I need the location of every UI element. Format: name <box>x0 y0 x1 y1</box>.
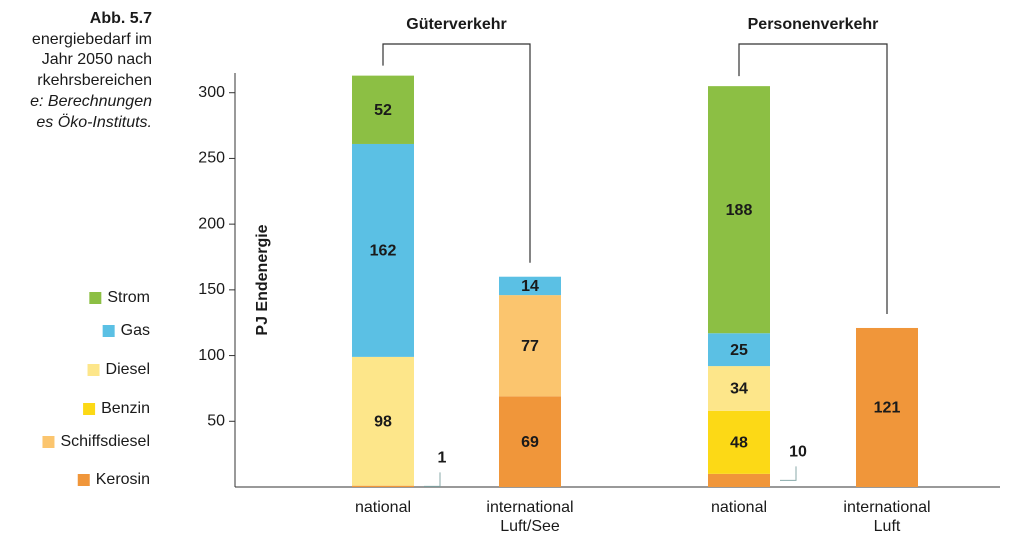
data-label: 48 <box>730 435 748 452</box>
x-tick-label: national <box>711 499 767 516</box>
legend-swatch <box>102 325 115 337</box>
y-tick-label: 50 <box>207 413 225 430</box>
bar-segment <box>499 295 561 397</box>
x-tick-label: international Luft <box>843 499 930 535</box>
x-tick-label: international Luft/See <box>486 499 573 535</box>
bar-segment <box>499 396 561 487</box>
bar-segment <box>499 276 561 296</box>
data-label: 10 <box>789 444 807 461</box>
data-label: 188 <box>726 202 753 219</box>
y-tick-label: 250 <box>198 150 225 167</box>
y-axis-label: PJ Endenergie <box>254 224 271 335</box>
group-label: Güterverkehr <box>406 16 507 33</box>
bar-segment <box>352 485 414 487</box>
data-label: 69 <box>521 434 539 451</box>
data-label: 14 <box>521 278 539 295</box>
y-tick-label: 200 <box>198 215 225 232</box>
group-bracket <box>382 43 531 263</box>
leader-line <box>780 466 797 481</box>
group-bracket <box>738 43 888 314</box>
bar-segment <box>352 75 414 144</box>
bar-segment <box>708 86 770 334</box>
caption-source: es Öko-Instituts. <box>36 113 152 131</box>
data-label: 25 <box>730 342 748 359</box>
legend-swatch <box>83 403 96 415</box>
legend-swatch <box>87 364 100 376</box>
bar-segment <box>856 327 918 487</box>
figure-label: Abb. 5.7 <box>90 10 152 27</box>
caption-line: Jahr 2050 nach <box>42 51 152 68</box>
data-label: 52 <box>374 102 392 119</box>
bar-segment <box>708 333 770 367</box>
legend-label: Benzin <box>101 400 150 417</box>
caption-source: e: Berechnungen <box>30 93 152 110</box>
legend-label: Schiffsdiesel <box>60 433 150 450</box>
legend-label: Kerosin <box>96 471 150 488</box>
bar-segment <box>708 473 770 487</box>
legend-label: Strom <box>107 289 150 306</box>
data-label: 77 <box>521 338 539 355</box>
legend-swatch <box>42 436 55 448</box>
bar-segment <box>352 143 414 357</box>
legend-label: Gas <box>121 322 150 339</box>
data-label: 162 <box>370 243 397 260</box>
y-tick-label: 150 <box>198 281 225 298</box>
leader-line <box>424 472 441 487</box>
legend-swatch <box>77 474 90 486</box>
data-label: 1 <box>438 450 447 467</box>
group-label: Personenverkehr <box>748 16 879 33</box>
caption-line: energiebedarf im <box>32 31 152 48</box>
y-tick-label: 100 <box>198 347 225 364</box>
data-label: 121 <box>874 400 901 417</box>
bar-segment <box>708 366 770 411</box>
data-label: 98 <box>374 414 392 431</box>
x-tick-label: national <box>355 499 411 516</box>
legend-label: Diesel <box>106 361 150 378</box>
y-tick-label: 300 <box>198 84 225 101</box>
bar-segment <box>352 356 414 486</box>
data-label: 34 <box>730 381 748 398</box>
legend-swatch <box>89 292 102 304</box>
caption-line: rkehrsbereichen <box>37 72 152 89</box>
bar-segment <box>708 410 770 474</box>
